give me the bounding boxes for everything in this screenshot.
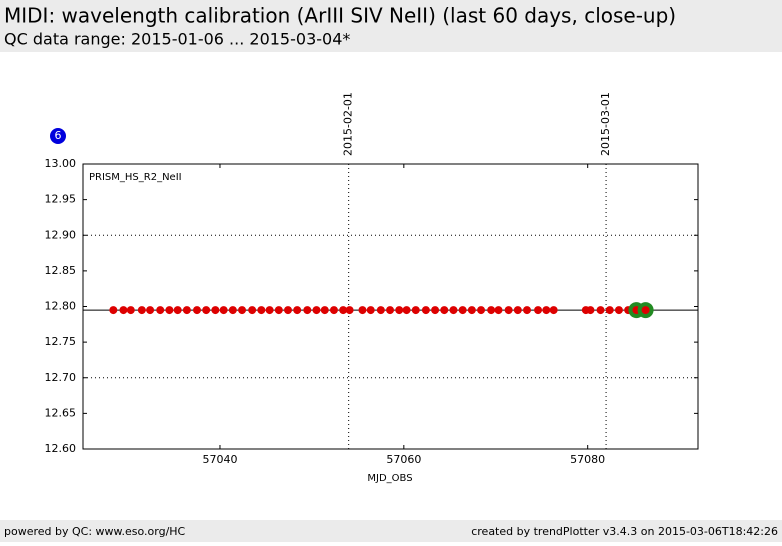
point	[467, 306, 476, 315]
point	[219, 306, 228, 315]
point	[320, 306, 329, 315]
point	[274, 306, 283, 315]
point	[487, 306, 496, 315]
point	[431, 306, 440, 315]
point	[376, 306, 385, 315]
point	[523, 306, 532, 315]
point	[312, 306, 321, 315]
point	[542, 306, 551, 315]
point	[109, 306, 118, 315]
point	[440, 306, 449, 315]
point	[257, 306, 266, 315]
point	[329, 306, 338, 315]
panel-label: PRISM_HS_R2_NeII	[89, 172, 182, 183]
point	[265, 306, 274, 315]
point	[238, 306, 247, 315]
footer-left: powered by QC: www.eso.org/HC	[4, 525, 186, 538]
point	[345, 306, 354, 315]
point	[411, 306, 420, 315]
point	[605, 306, 614, 315]
point	[156, 306, 165, 315]
chart-subtitle: QC data range: 2015-01-06 ... 2015-03-04…	[4, 30, 350, 49]
x-tick-label: 57080	[570, 453, 605, 466]
point	[202, 306, 211, 315]
point	[293, 306, 302, 315]
point	[358, 306, 367, 315]
x-axis-label: MJD_OBS	[367, 473, 412, 484]
point	[211, 306, 220, 315]
point	[402, 306, 411, 315]
point	[586, 306, 595, 315]
point	[596, 306, 605, 315]
point	[119, 306, 128, 315]
point	[549, 306, 558, 315]
point	[228, 306, 237, 315]
date-label: 2015-02-01	[342, 92, 355, 156]
y-tick-label: 13.00	[45, 157, 77, 170]
y-tick-label: 12.60	[45, 442, 77, 455]
header-band	[0, 0, 782, 52]
chart-title: MIDI: wavelength calibration (ArIII SIV …	[4, 4, 676, 28]
point	[477, 306, 486, 315]
date-label: 2015-03-01	[599, 92, 612, 156]
point	[248, 306, 257, 315]
point	[182, 306, 191, 315]
x-tick-label: 57040	[202, 453, 237, 466]
point	[449, 306, 458, 315]
point	[284, 306, 292, 315]
point	[534, 306, 543, 315]
point	[146, 306, 155, 315]
recent-point-core	[641, 306, 650, 315]
badge	[50, 128, 66, 144]
x-tick-label: 57060	[386, 453, 421, 466]
y-tick-label: 12.65	[45, 406, 77, 419]
point	[165, 306, 174, 315]
y-tick-label: 12.80	[45, 300, 77, 313]
point	[339, 306, 348, 315]
point	[173, 306, 182, 315]
point	[395, 306, 404, 315]
y-tick-label: 12.85	[45, 264, 77, 277]
y-tick-label: 12.95	[45, 193, 77, 206]
badge-text: 6	[55, 129, 62, 142]
y-tick-label: 12.75	[45, 335, 77, 348]
point	[614, 306, 623, 315]
point	[458, 306, 467, 315]
point	[494, 306, 503, 315]
point	[303, 306, 312, 315]
footer-band	[0, 520, 782, 542]
point	[504, 306, 513, 315]
y-tick-label: 12.90	[45, 228, 77, 241]
point	[137, 306, 146, 315]
footer-right: created by trendPlotter v3.4.3 on 2015-0…	[471, 525, 778, 538]
point	[421, 306, 430, 315]
point	[126, 306, 135, 315]
point	[366, 306, 375, 315]
point	[386, 306, 395, 315]
point	[192, 306, 201, 315]
y-tick-label: 12.70	[45, 371, 77, 384]
point	[513, 306, 522, 315]
